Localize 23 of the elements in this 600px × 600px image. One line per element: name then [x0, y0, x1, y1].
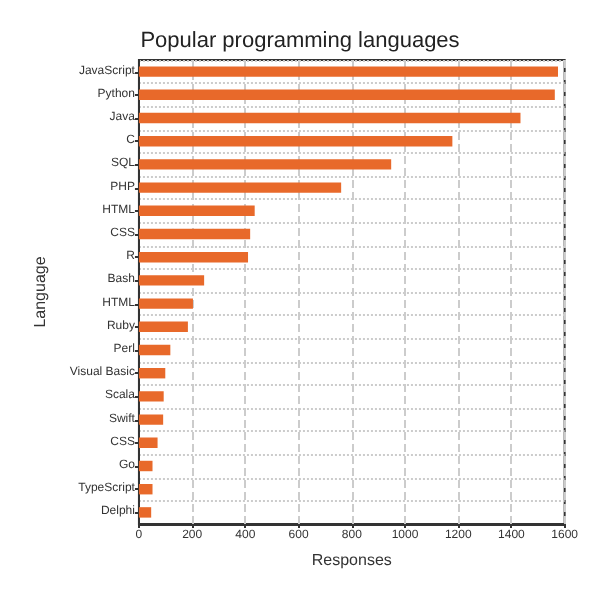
y-axis-title: Language [31, 255, 49, 328]
bar [138, 66, 558, 77]
bar [138, 344, 171, 356]
bar [138, 507, 152, 518]
bar [138, 437, 158, 449]
bar [138, 89, 555, 101]
bar [138, 367, 166, 379]
bar [138, 483, 153, 495]
bar [138, 159, 392, 170]
bar [138, 251, 249, 263]
x-axis-title: Responses [311, 551, 392, 569]
bar [138, 182, 342, 193]
bar [138, 205, 255, 217]
bar [138, 414, 164, 425]
bar [138, 391, 164, 402]
bar [138, 228, 251, 240]
bar [138, 112, 521, 124]
bar [138, 135, 453, 147]
chart-title: Popular programming languages [140, 29, 461, 53]
bar [138, 321, 188, 333]
bar [138, 460, 153, 472]
bar [138, 298, 193, 309]
bar [138, 275, 205, 286]
